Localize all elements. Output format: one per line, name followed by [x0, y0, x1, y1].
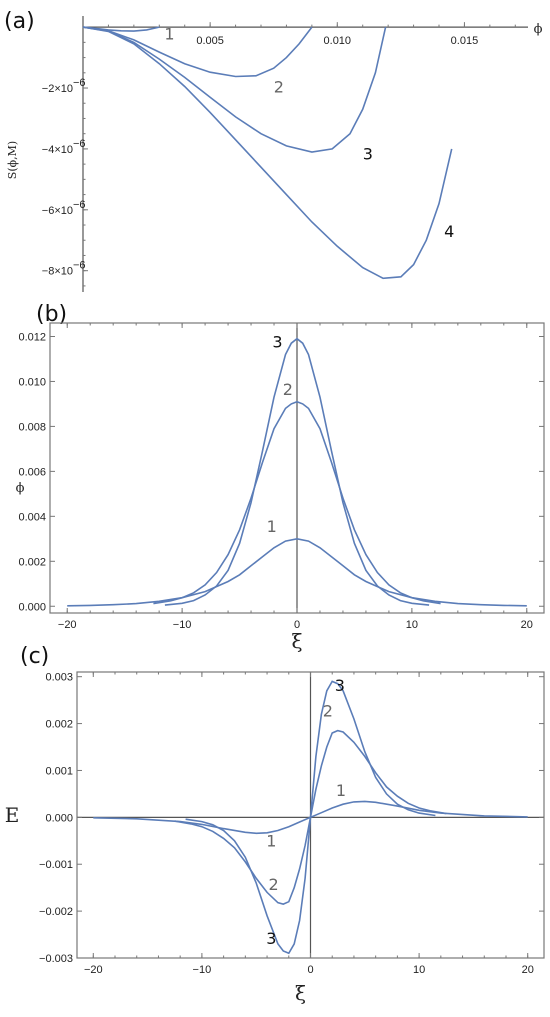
y-tick-label: 0.002	[18, 556, 46, 568]
panel-label-c: (c)	[20, 644, 49, 669]
series-1-label: 1	[336, 781, 346, 800]
y-tick-label: −6×10	[42, 205, 73, 217]
y-tick-label: 0.001	[45, 765, 73, 777]
series-1-label: 1	[267, 517, 277, 536]
series-2-label: 2	[323, 702, 333, 721]
x-tick-label: 20	[522, 964, 534, 976]
y-tick-exponent: −6	[73, 77, 86, 89]
panel-b-plot: −20 −10 0 10 20 0.000 0.002 0.004 0.006 0.008 0.01…	[16, 322, 545, 653]
y-tick-label: −0.003	[39, 953, 73, 965]
y-tick-label: 0.004	[18, 511, 46, 523]
y-tick-label: 0.002	[45, 719, 73, 731]
series-2-label-lower: 2	[268, 875, 278, 894]
series-2-line	[153, 400, 441, 605]
y-axis-label: ϕ	[16, 481, 25, 496]
y-tick-label: −0.002	[39, 906, 73, 918]
series-4-line	[82, 26, 453, 280]
x-axis-label: ϕ	[534, 22, 543, 37]
x-tick-label: 0	[307, 964, 313, 976]
panel-a-plot: 0.005 0.010 0.015−2×10 −6−4×10 −6−6×10 −6−8×1…	[6, 16, 543, 292]
y-tick-label: 0.006	[18, 466, 46, 478]
y-axis-label: E	[5, 803, 20, 827]
series-3-line	[185, 680, 436, 955]
series-3-line	[164, 337, 430, 606]
x-tick-label: −20	[58, 619, 77, 631]
series-2-label: 2	[283, 380, 293, 399]
series-3-line	[82, 26, 387, 153]
y-tick-label: −4×10	[42, 144, 73, 156]
x-tick-label: 0.010	[324, 35, 352, 47]
y-tick-label: 0.003	[45, 672, 73, 684]
y-tick-label: 0.008	[18, 421, 46, 433]
series-3-label: 3	[272, 333, 282, 352]
panel-c-plot: −20 −10 0 10 20 −0.003 −0.002 −0.001 0.000 0.001 0…	[5, 671, 545, 1005]
y-tick-label: 0.000	[45, 812, 73, 824]
series-1-line	[67, 537, 527, 607]
x-axis-label: ξ	[291, 629, 302, 653]
y-axis-label: S(ϕ,M)	[6, 141, 19, 179]
series-2-label: 2	[274, 78, 284, 97]
x-tick-label: 10	[413, 964, 425, 976]
x-tick-label: 10	[406, 619, 418, 631]
series-2-line	[82, 26, 313, 78]
y-tick-label: 0.012	[18, 331, 46, 343]
y-tick-exponent: −6	[73, 138, 86, 150]
y-tick-label: −8×10	[42, 266, 73, 278]
series-1-label: 1	[164, 24, 174, 43]
y-tick-label: 0.010	[18, 376, 46, 388]
x-tick-label: −20	[84, 964, 103, 976]
series-4-label: 4	[444, 222, 454, 241]
y-tick-label: −0.001	[39, 859, 73, 871]
x-tick-label: −10	[193, 964, 212, 976]
series-3-label-lower: 3	[266, 929, 276, 948]
series-3-label: 3	[335, 676, 345, 695]
y-tick-exponent: −6	[73, 199, 86, 211]
x-tick-label: 0.015	[451, 35, 479, 47]
x-tick-label: 0.005	[196, 35, 224, 47]
series-1-label-lower: 1	[266, 831, 276, 850]
x-tick-label: 20	[521, 619, 533, 631]
panel-label-a: (a)	[4, 9, 35, 34]
y-tick-label: −2×10	[42, 83, 73, 95]
x-tick-label: −10	[173, 619, 192, 631]
y-tick-label: 0.000	[18, 601, 46, 613]
x-tick-label: 0	[294, 619, 300, 631]
series-3-label: 3	[363, 145, 373, 164]
x-axis-label: ξ	[295, 981, 306, 1005]
y-tick-exponent: −6	[73, 260, 86, 272]
